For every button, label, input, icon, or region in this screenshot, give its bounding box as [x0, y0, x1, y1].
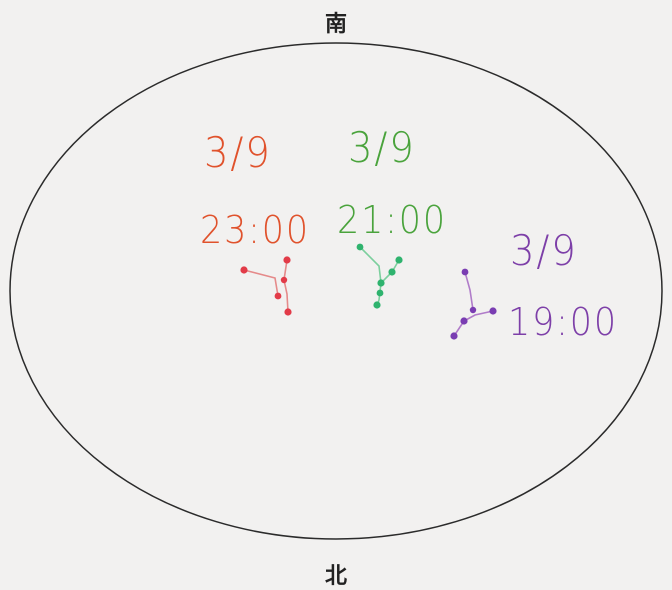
observation-date-purple: 3/9	[510, 226, 578, 275]
constellation-line-red-1	[243, 269, 279, 297]
star-red-4	[274, 292, 282, 300]
constellation-green	[356, 243, 403, 309]
star-green-1	[356, 243, 364, 251]
star-red-1	[240, 266, 248, 274]
star-green-4	[377, 279, 385, 287]
constellation-line-purple-2	[453, 310, 494, 337]
star-green-5	[376, 289, 384, 297]
direction-north-label: 北	[324, 564, 347, 589]
constellation-red	[240, 256, 292, 316]
constellation-line-purple-1	[464, 271, 474, 311]
star-green-6	[373, 301, 381, 309]
observation-time-red: 23:00	[200, 208, 310, 252]
star-green-3	[388, 268, 396, 276]
star-purple-2	[469, 306, 477, 314]
star-red-2	[283, 256, 291, 264]
constellation-purple	[450, 268, 497, 340]
observation-date-red: 3/9	[204, 128, 272, 177]
constellation-line-red-2	[283, 259, 289, 313]
star-purple-3	[489, 307, 497, 315]
star-red-3	[280, 276, 288, 284]
star-purple-5	[450, 332, 458, 340]
horizon-circle	[9, 42, 663, 540]
star-red-5	[284, 308, 292, 316]
observation-time-green: 21:00	[337, 198, 447, 242]
star-purple-1	[461, 268, 469, 276]
observation-date-green: 3/9	[348, 123, 416, 172]
star-green-2	[395, 256, 403, 264]
direction-south-label: 南	[324, 12, 347, 37]
star-purple-4	[460, 317, 468, 325]
constellation-line-green-1	[359, 246, 382, 307]
observation-time-purple: 19:00	[508, 300, 618, 344]
